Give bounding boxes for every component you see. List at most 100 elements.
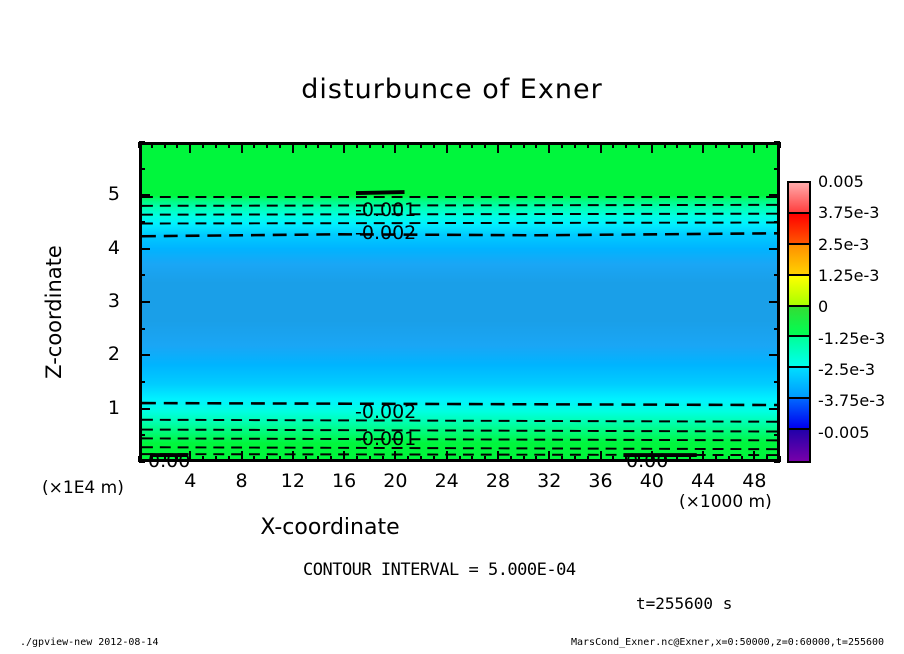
- x-axis-minor-tick: [432, 142, 435, 148]
- x-axis-minor-tick: [407, 142, 410, 148]
- x-axis-minor-tick: [381, 142, 384, 148]
- x-axis-minor-tick: [612, 456, 615, 462]
- x-axis-minor-tick: [138, 456, 140, 462]
- y-axis-minor-tick: [774, 141, 780, 143]
- x-axis-major-tick: [240, 451, 243, 462]
- footer-command-label: ./gpview-new 2012-08-14: [20, 637, 159, 648]
- x-axis-major-tick: [394, 142, 397, 153]
- x-axis-minor-tick: [663, 456, 666, 462]
- x-axis-tick-label: 12: [280, 470, 305, 492]
- x-axis-minor-tick: [676, 456, 679, 462]
- x-axis-minor-tick: [176, 456, 179, 462]
- x-axis-minor-tick: [779, 456, 781, 462]
- y-axis-minor-tick: [139, 381, 145, 383]
- x-axis-minor-tick: [330, 142, 333, 148]
- colorbar-segment: [789, 213, 809, 245]
- x-axis-major-tick: [343, 142, 346, 153]
- x-axis-minor-tick: [637, 142, 640, 148]
- contour-line-minus-0002-lower: [142, 401, 777, 407]
- contour-label-minus-0002-upper: -0.002: [355, 222, 417, 244]
- x-axis-major-tick: [445, 142, 448, 153]
- x-axis-minor-tick: [471, 456, 474, 462]
- x-axis-major-tick: [240, 142, 243, 153]
- y-axis-minor-tick: [774, 327, 780, 330]
- x-axis-major-tick: [291, 142, 294, 153]
- x-axis-minor-tick: [317, 142, 320, 148]
- x-axis-major-tick: [702, 451, 705, 462]
- x-axis-minor-tick: [766, 456, 769, 462]
- x-axis-tick-label: 20: [383, 470, 408, 492]
- x-axis-minor-tick: [586, 456, 589, 462]
- y-axis-unit-label: (×1E4 m): [42, 478, 124, 498]
- x-axis-minor-tick: [458, 456, 461, 462]
- y-axis-major-tick: [769, 301, 780, 303]
- y-axis-minor-tick: [139, 434, 145, 437]
- x-axis-minor-tick: [561, 142, 564, 148]
- colorbar-segment: [789, 306, 809, 338]
- x-axis-minor-tick: [625, 456, 628, 462]
- colorbar[interactable]: [787, 181, 811, 463]
- colorbar-segment: [789, 244, 809, 276]
- x-axis-minor-tick: [355, 456, 358, 462]
- y-axis-major-tick: [139, 301, 150, 303]
- x-axis-minor-tick: [561, 456, 564, 462]
- x-axis-minor-tick: [625, 142, 628, 148]
- x-axis-tick-label: 40: [639, 470, 664, 492]
- x-axis-minor-tick: [266, 142, 269, 148]
- contour-plot-area[interactable]: [139, 142, 780, 462]
- y-axis-tick-label: 4: [107, 236, 120, 259]
- x-axis-minor-tick: [150, 142, 153, 148]
- contour-label-minus-0001-upper: -0.001: [355, 199, 417, 221]
- y-axis-tick-label: 1: [107, 396, 120, 419]
- x-axis-major-tick: [599, 142, 602, 153]
- x-axis-minor-tick: [330, 456, 333, 462]
- x-axis-major-tick: [548, 142, 551, 153]
- contour-line-zero-solid: [355, 190, 405, 196]
- x-axis-major-tick: [496, 451, 499, 462]
- y-axis-minor-tick: [139, 274, 145, 277]
- x-axis-minor-tick: [484, 456, 487, 462]
- x-axis-major-tick: [445, 451, 448, 462]
- x-axis-major-tick: [650, 142, 653, 153]
- contour-line-minus-0002-upper: [142, 232, 777, 238]
- colorbar-tick-label: 1.25e-3: [818, 266, 880, 285]
- y-axis-title: Z-coordinate: [42, 245, 66, 379]
- colorbar-tick-label: -3.75e-3: [818, 391, 886, 411]
- x-axis-tick-label: 36: [588, 470, 613, 492]
- colorbar-tick-label: 3.75e-3: [818, 203, 880, 223]
- x-axis-minor-tick: [304, 142, 307, 148]
- x-axis-major-tick: [753, 142, 756, 153]
- contour-label-zero-left: 0.00: [148, 450, 191, 472]
- x-axis-minor-tick: [458, 142, 461, 148]
- x-axis-major-tick: [702, 142, 705, 153]
- colorbar-tick-label: 0.005: [818, 172, 864, 191]
- colorbar-segment: [789, 337, 809, 369]
- contour-field: [142, 145, 777, 459]
- y-axis-minor-tick: [139, 327, 145, 330]
- x-axis-major-tick: [650, 451, 653, 462]
- x-axis-minor-tick: [573, 142, 576, 148]
- x-axis-minor-tick: [766, 142, 769, 148]
- x-axis-minor-tick: [714, 456, 717, 462]
- x-axis-minor-tick: [573, 456, 576, 462]
- colorbar-tick-label: -0.005: [818, 422, 870, 442]
- x-axis-minor-tick: [227, 456, 230, 462]
- x-axis-tick-label: 48: [742, 470, 767, 492]
- x-axis-major-tick: [394, 451, 397, 462]
- x-axis-minor-tick: [663, 142, 666, 148]
- y-axis-minor-tick: [774, 274, 780, 277]
- y-axis-minor-tick: [139, 141, 145, 143]
- x-axis-minor-tick: [202, 142, 205, 148]
- footer-dataset-label: MarsCond_Exner.nc@Exner,x=0:50000,z=0:60…: [571, 637, 885, 648]
- x-axis-minor-tick: [150, 456, 153, 462]
- x-axis-minor-tick: [163, 142, 166, 148]
- x-axis-unit-label: (×1000 m): [679, 492, 772, 512]
- y-axis-minor-tick: [139, 167, 145, 170]
- x-axis-minor-tick: [253, 456, 256, 462]
- x-axis-major-tick: [291, 451, 294, 462]
- y-axis-major-tick: [769, 247, 780, 250]
- x-axis-minor-tick: [676, 142, 679, 148]
- y-axis-tick-label: 5: [107, 183, 120, 206]
- x-axis-tick-label: 32: [537, 470, 562, 492]
- y-axis-tick-label: 3: [107, 290, 120, 312]
